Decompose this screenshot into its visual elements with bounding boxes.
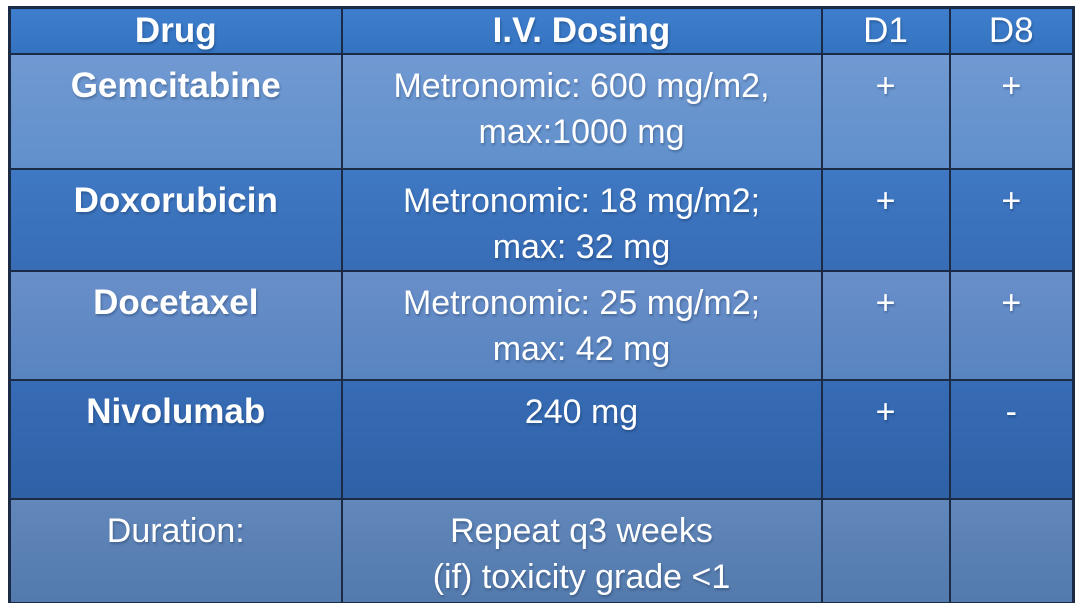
drug-name-cell: Docetaxel (8, 269, 343, 381)
d1-mark-cell: + (820, 378, 951, 500)
header-cell-d1: D1 (820, 6, 951, 55)
iv-dosing-table: Drug I.V. Dosing D1 D8 Gemcitabine Metro… (8, 6, 1075, 603)
dosing-line-1: Metronomic: 600 mg/m2, (393, 66, 770, 105)
dosing-cell: Metronomic: 600 mg/m2, max:1000 mg (340, 52, 823, 170)
dosing-line-2: max: 42 mg (492, 329, 671, 368)
drug-name-cell: Gemcitabine (8, 52, 343, 170)
table-row-doxorubicin: Doxorubicin Metronomic: 18 mg/m2; max: 3… (8, 167, 1075, 272)
dosing-line-2: max:1000 mg (478, 112, 685, 151)
dosing-cell: Metronomic: 18 mg/m2; max: 32 mg (340, 167, 823, 272)
duration-label-cell: Duration: (8, 497, 343, 603)
d8-mark-cell: + (948, 52, 1075, 170)
drug-name-cell: Doxorubicin (8, 167, 343, 272)
d1-mark-cell (820, 497, 951, 603)
header-cell-iv-dosing: I.V. Dosing (340, 6, 823, 55)
d1-mark-cell: + (820, 167, 951, 272)
dosing-cell: 240 mg (340, 378, 823, 500)
table-header-row: Drug I.V. Dosing D1 D8 (8, 6, 1075, 55)
dosing-line-1: 240 mg (524, 392, 639, 431)
table-row-gemcitabine: Gemcitabine Metronomic: 600 mg/m2, max:1… (8, 52, 1075, 170)
d8-mark-cell (948, 497, 1075, 603)
header-cell-drug: Drug (8, 6, 343, 55)
drug-name-cell: Nivolumab (8, 378, 343, 500)
d8-mark-cell: - (948, 378, 1075, 500)
d8-mark-cell: + (948, 269, 1075, 381)
dosing-line-1: Metronomic: 18 mg/m2; (402, 181, 761, 220)
header-cell-d8: D8 (948, 6, 1075, 55)
duration-value-cell: Repeat q3 weeks (if) toxicity grade <1 (340, 497, 823, 603)
d8-mark-cell: + (948, 167, 1075, 272)
dosing-line-2: max: 32 mg (492, 227, 671, 266)
table-row-docetaxel: Docetaxel Metronomic: 25 mg/m2; max: 42 … (8, 269, 1075, 381)
dosing-line-2: (if) toxicity grade <1 (432, 557, 731, 596)
d1-mark-cell: + (820, 52, 951, 170)
dosing-line-2 (344, 435, 820, 481)
table-row-duration: Duration: Repeat q3 weeks (if) toxicity … (8, 497, 1075, 603)
table-row-nivolumab: Nivolumab 240 mg + - (8, 378, 1075, 500)
dosing-line-1: Repeat q3 weeks (450, 511, 713, 550)
dosing-line-1: Metronomic: 25 mg/m2; (402, 283, 761, 322)
dosing-cell: Metronomic: 25 mg/m2; max: 42 mg (340, 269, 823, 381)
d1-mark-cell: + (820, 269, 951, 381)
